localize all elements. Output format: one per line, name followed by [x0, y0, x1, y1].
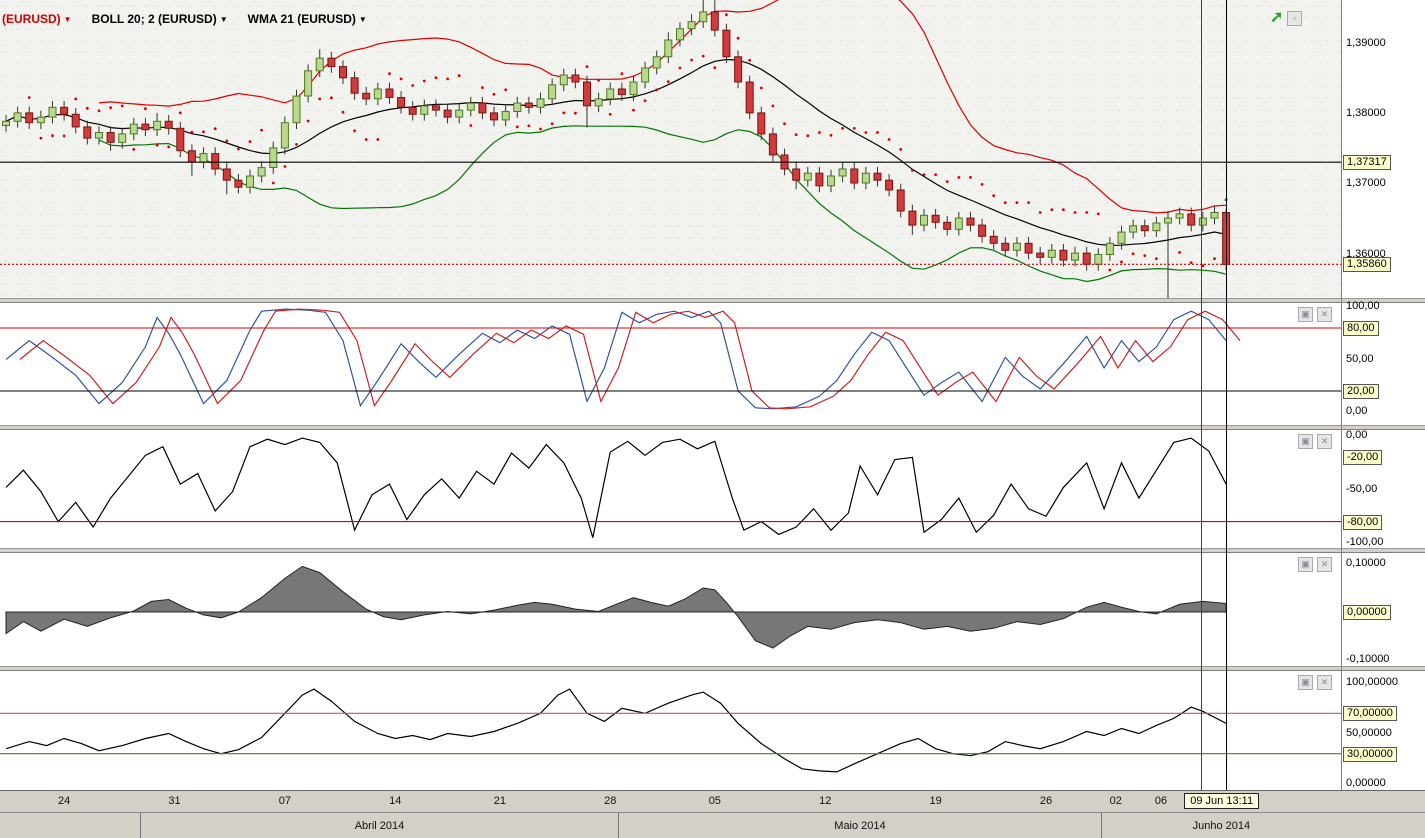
indicator-chip-instrument[interactable]: (EURUSD) ▼: [2, 12, 72, 26]
panel-separator[interactable]: [0, 666, 1425, 671]
axis-label: 0,00: [1346, 429, 1368, 441]
oscillator-chart-canvas[interactable]: [0, 553, 1341, 666]
crosshair-vline-black: [1226, 0, 1228, 790]
axis-label: 30,00000: [1343, 746, 1397, 762]
price-panel-icons: ➚ ▫: [1270, 9, 1303, 26]
axis-label: -100,00: [1346, 536, 1384, 548]
time-tick-label: 26: [1039, 795, 1053, 807]
oscillator-panel[interactable]: ▣ ✕: [0, 553, 1341, 666]
axis-label: 0,00: [1346, 405, 1368, 417]
time-axis[interactable]: 24 31 07 14 21 28 05 12 19 26 02 06 09 Jun 13:11: [0, 790, 1425, 812]
panel-close-icon[interactable]: ✕: [1317, 675, 1332, 690]
stochastic-panel[interactable]: ▣ ✕: [0, 303, 1341, 425]
time-tick-label: 12: [819, 795, 832, 807]
axis-label: -0,10000: [1346, 653, 1390, 665]
axis-label: 0,10000: [1346, 557, 1386, 569]
axis-label: 0,00000: [1346, 777, 1386, 789]
indicator-chip-bar: (EURUSD) ▼ BOLL 20; 2 (EURUSD) ▼ WMA 21 (E…: [2, 12, 367, 26]
month-label: Maio 2014: [618, 813, 1100, 838]
axis-label: 1,39000: [1346, 37, 1386, 50]
axis-label: 1,37000: [1346, 177, 1386, 190]
axis-label: 80,00: [1343, 321, 1379, 336]
month-label: Junho 2014: [1100, 813, 1342, 838]
panel-maximize-icon[interactable]: ▣: [1298, 557, 1313, 572]
rsi-panel[interactable]: ▣ ✕: [0, 671, 1341, 790]
panel-separator[interactable]: [0, 425, 1425, 430]
month-axis: Abril 2014 Maio 2014 Junho 2014: [0, 812, 1425, 838]
panel-separator[interactable]: [0, 298, 1425, 303]
time-tick-label: 05: [708, 795, 721, 807]
axis-label: 1,37317: [1343, 155, 1391, 171]
axis-label: 50,00: [1346, 352, 1374, 365]
panel-close-icon[interactable]: ✕: [1317, 557, 1332, 572]
time-tick-label: 31: [168, 795, 181, 807]
axis-label: 0,00000: [1343, 605, 1391, 620]
axis-label: -50,00: [1346, 482, 1378, 495]
panel-icons: ▣ ✕: [1298, 434, 1332, 449]
axis-label: -80,00: [1343, 514, 1383, 530]
axis-label: 1,35860: [1343, 257, 1391, 273]
panel-maximize-icon[interactable]: ▣: [1298, 307, 1313, 322]
axis-label: 70,00000: [1343, 706, 1397, 722]
chevron-down-icon: ▼: [219, 14, 228, 24]
indicator-chip-boll[interactable]: BOLL 20; 2 (EURUSD) ▼: [92, 12, 228, 26]
value-axis[interactable]: 1,39000 1,38000 1,37317 1,37000 1,36000 1,358…: [1341, 0, 1425, 790]
axis-label: 100,00000: [1346, 676, 1398, 688]
axis-label: -20,00: [1343, 450, 1383, 466]
panel-close-icon[interactable]: ✕: [1317, 434, 1332, 449]
williams-r-panel[interactable]: ▣ ✕: [0, 430, 1341, 548]
time-tick-label: 02: [1109, 795, 1122, 807]
axis-label: 20,00: [1343, 384, 1379, 399]
indicator-chip-label: (EURUSD): [2, 12, 61, 26]
time-tick-label: 06: [1154, 795, 1168, 807]
month-label: Abril 2014: [139, 813, 619, 838]
panel-tool-icon[interactable]: ▫: [1287, 10, 1303, 26]
time-tick-label: 14: [389, 795, 402, 807]
panel-icons: ▣ ✕: [1298, 557, 1332, 572]
time-tick-label: 21: [493, 795, 506, 807]
panel-maximize-icon[interactable]: ▣: [1298, 675, 1313, 690]
indicator-chip-label: WMA 21 (EURUSD): [247, 12, 356, 26]
axis-label: 50,00000: [1346, 726, 1392, 739]
time-tick-label: 07: [278, 795, 291, 807]
crosshair-vline-red: [1200, 0, 1202, 790]
axis-label: 100,00: [1346, 300, 1380, 312]
panel-separator[interactable]: [0, 548, 1425, 553]
williams-r-chart-canvas[interactable]: [0, 430, 1341, 548]
trend-arrow-icon[interactable]: ➚: [1270, 9, 1284, 26]
chevron-down-icon: ▼: [358, 14, 367, 24]
panel-maximize-icon[interactable]: ▣: [1298, 434, 1313, 449]
price-panel[interactable]: (EURUSD) ▼ BOLL 20; 2 (EURUSD) ▼ WMA 21 (E…: [0, 0, 1341, 298]
price-chart-canvas[interactable]: [0, 0, 1341, 298]
chevron-down-icon: ▼: [63, 14, 72, 24]
panel-icons: ▣ ✕: [1298, 307, 1332, 322]
axis-label: 1,36000: [1346, 247, 1386, 260]
rsi-chart-canvas[interactable]: [0, 671, 1341, 790]
axis-label: 1,38000: [1346, 107, 1386, 120]
indicator-chip-wma[interactable]: WMA 21 (EURUSD) ▼: [248, 12, 367, 26]
panel-close-icon[interactable]: ✕: [1317, 307, 1332, 322]
stochastic-chart-canvas[interactable]: [0, 303, 1341, 425]
time-tick-label: 24: [57, 795, 71, 807]
time-tick-label: 28: [604, 795, 617, 807]
panel-icons: ▣ ✕: [1298, 675, 1332, 690]
indicator-chip-label: BOLL 20; 2 (EURUSD): [91, 12, 217, 26]
cursor-time-tooltip: 09 Jun 13:11: [1184, 793, 1260, 809]
time-tick-label: 19: [929, 795, 942, 807]
